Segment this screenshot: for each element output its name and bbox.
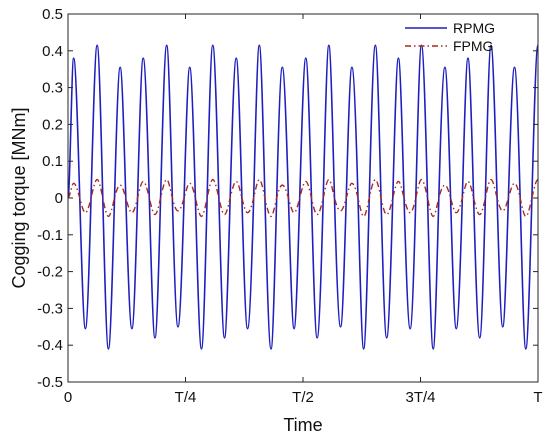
y-tick-label: 0.2 xyxy=(42,116,63,133)
x-tick-label: T/4 xyxy=(175,389,197,406)
x-axis-label: Time xyxy=(283,415,322,435)
x-axis: 0 T/4 T/2 3T/4 T xyxy=(64,14,543,406)
x-tick-label: T xyxy=(533,389,542,406)
y-tick-label: 0.4 xyxy=(42,43,63,60)
y-axis: -0.5 -0.4 -0.3 -0.2 -0.1 0 0.1 0.2 0.3 0.4 0.5 xyxy=(37,6,538,391)
x-tick-label: 3T/4 xyxy=(405,389,435,406)
series-line-fpmg xyxy=(67,178,539,218)
legend: RPMG FPMG xyxy=(405,20,495,54)
y-tick-label: -0.1 xyxy=(37,227,63,244)
y-tick-label: -0.2 xyxy=(37,264,63,281)
y-tick-label: 0.5 xyxy=(42,6,63,23)
y-tick-label: -0.5 xyxy=(37,374,63,391)
y-tick-label: 0 xyxy=(55,190,63,207)
y-tick-label: 0.1 xyxy=(42,153,63,170)
x-tick-label: 0 xyxy=(64,389,72,406)
y-axis-label: Cogging torque [MNm] xyxy=(9,107,29,288)
series-layer xyxy=(67,44,539,350)
plot-background xyxy=(68,14,538,382)
legend-label-rpmg: RPMG xyxy=(453,20,495,36)
legend-label-fpmg: FPMG xyxy=(453,38,493,54)
x-tick-label: T/2 xyxy=(292,389,314,406)
y-tick-label: -0.3 xyxy=(37,300,63,317)
series-line-rpmg xyxy=(67,44,539,350)
y-tick-label: 0.3 xyxy=(42,80,63,97)
y-tick-label: -0.4 xyxy=(37,337,63,354)
